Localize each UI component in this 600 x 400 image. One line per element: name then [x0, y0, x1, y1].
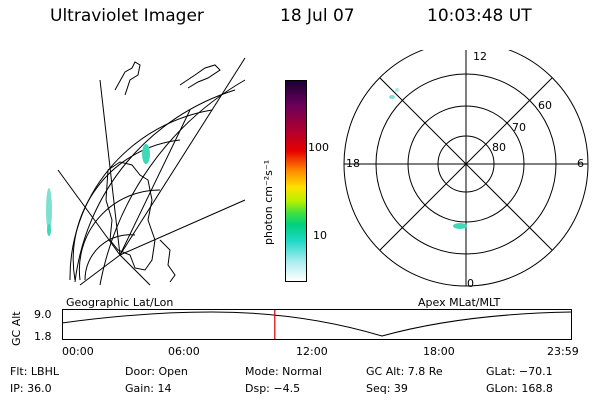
- timeline-tick-4: 23:59: [547, 345, 579, 358]
- timeline-plot: [62, 309, 572, 340]
- polar-panel-label: Apex MLat/MLT: [418, 296, 501, 309]
- colorbar-tick-10: 10: [313, 229, 327, 242]
- mlat-label-80: 80: [492, 141, 506, 154]
- status-seq: Seq: 39: [366, 382, 408, 395]
- polar-plot: [343, 50, 589, 287]
- status-gc-alt: GC Alt: 7.8 Re: [366, 365, 443, 378]
- polar-emission: [389, 88, 467, 229]
- mlt-label-6: 6: [577, 157, 584, 170]
- colorbar-unit-label: photon cm⁻²s⁻¹: [262, 159, 275, 245]
- mlat-label-60: 60: [538, 99, 552, 112]
- time-label: 10:03:48 UT: [427, 6, 532, 26]
- mlt-label-0: 0: [467, 277, 474, 290]
- status-ip: IP: 36.0: [10, 382, 52, 395]
- timeline-tick-1: 06:00: [168, 345, 200, 358]
- colorbar: [285, 80, 307, 282]
- timeline-tick-3: 18:00: [423, 345, 455, 358]
- date-label: 18 Jul 07: [280, 6, 355, 26]
- status-mode: Mode: Normal: [245, 365, 322, 378]
- timeline-tick-2: 12:00: [296, 345, 328, 358]
- status-gain: Gain: 14: [125, 382, 172, 395]
- map-panel-label: Geographic Lat/Lon: [66, 296, 174, 309]
- timeline-axis-label: GC Alt: [10, 311, 23, 346]
- status-door: Door: Open: [125, 365, 188, 378]
- timeline-y-bottom: 1.8: [34, 330, 52, 343]
- emission-patches: [46, 144, 150, 236]
- colorbar-tick-100: 100: [308, 141, 329, 154]
- timeline-tick-0: 00:00: [62, 345, 94, 358]
- mlat-label-70: 70: [512, 121, 526, 134]
- status-dsp: Dsp: −4.5: [245, 382, 301, 395]
- status-filter: Flt: LBHL: [10, 365, 59, 378]
- geographic-map: [46, 57, 246, 286]
- status-glat: GLat: −70.1: [486, 365, 553, 378]
- mlt-label-12: 12: [473, 50, 487, 63]
- timeline-y-top: 9.0: [34, 308, 52, 321]
- instrument-title: Ultraviolet Imager: [50, 6, 204, 26]
- mlt-label-18: 18: [346, 157, 360, 170]
- status-glon: GLon: 168.8: [486, 382, 553, 395]
